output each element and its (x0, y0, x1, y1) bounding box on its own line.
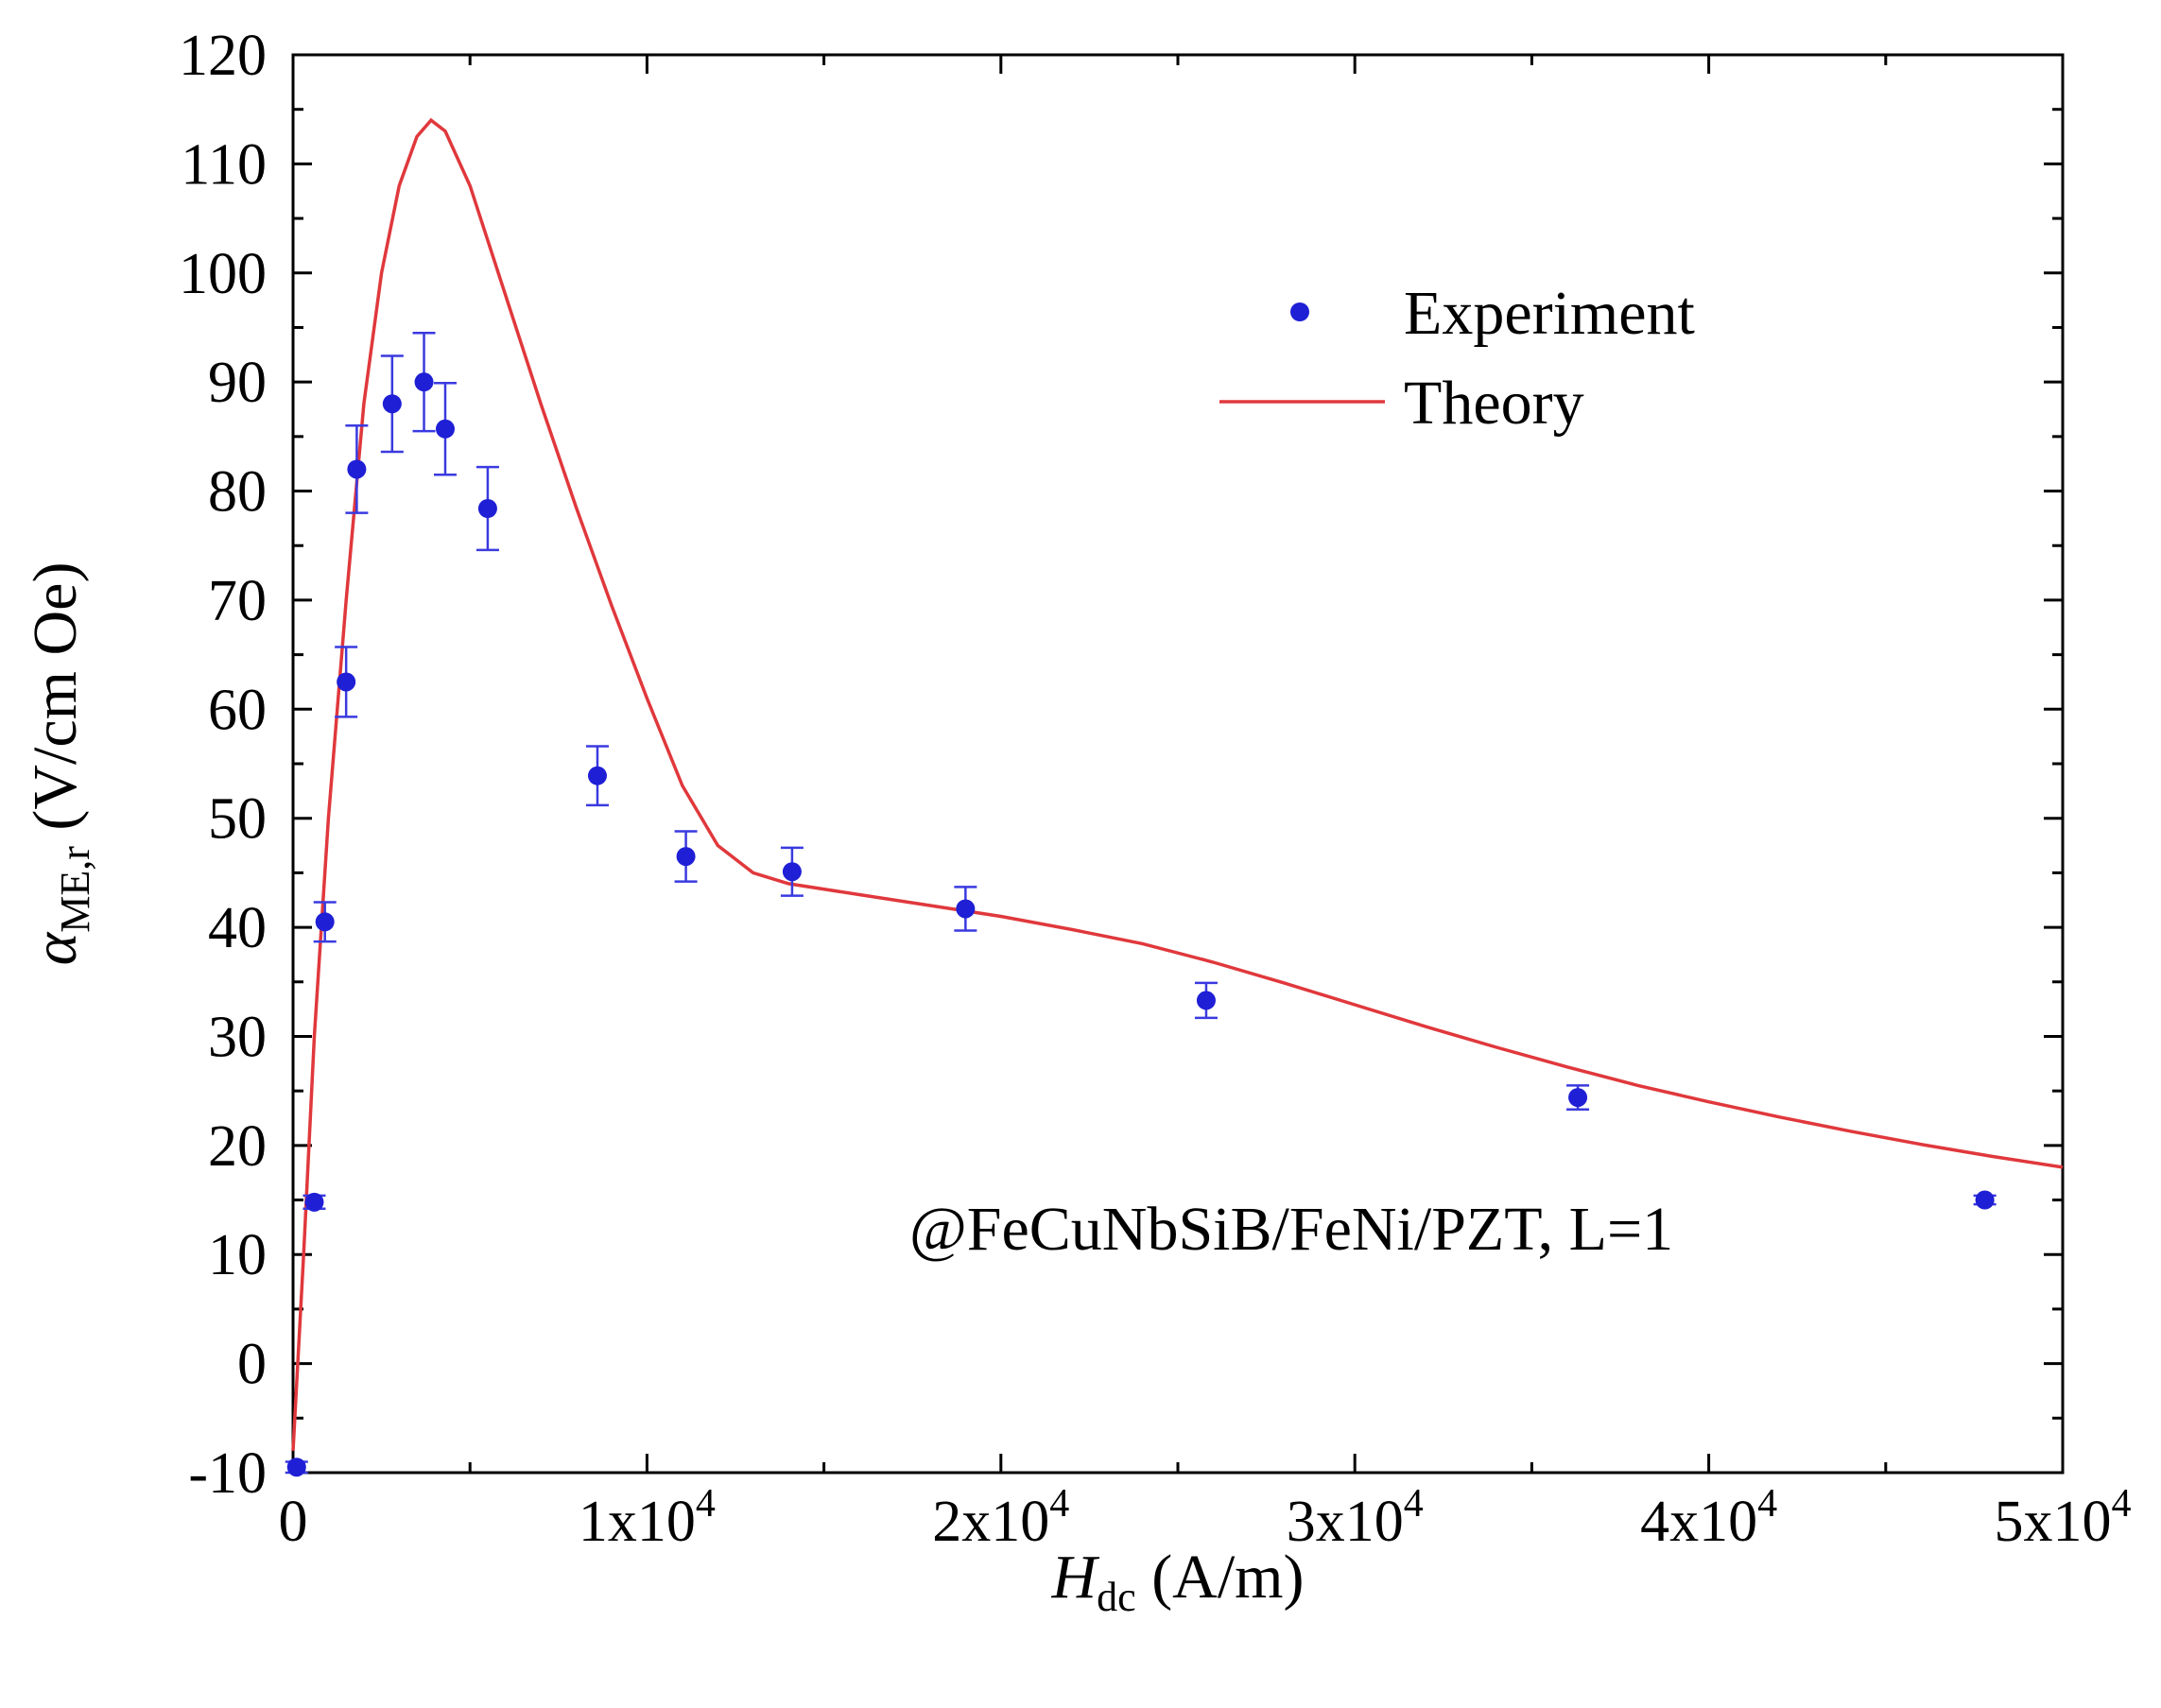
experiment-point (477, 499, 497, 518)
experiment-point-group (335, 646, 358, 718)
x-tick-label: 5x104 (1995, 1482, 2132, 1554)
legend-experiment-label: Experiment (1404, 279, 1695, 348)
experiment-point (337, 672, 356, 692)
y-tick-label: 10 (208, 1223, 267, 1287)
experiment-point-group (585, 745, 609, 807)
y-tick-label: 100 (179, 242, 267, 306)
experiment-point (435, 419, 455, 439)
x-tick-label: 1x104 (579, 1482, 716, 1554)
experiment-point-group (285, 1458, 308, 1477)
x-tick-label-exponent: 4 (2112, 1482, 2132, 1526)
experiment-point (347, 459, 367, 479)
experiment-point-group (1973, 1190, 1997, 1210)
experiment-point-group (954, 886, 977, 932)
x-axis-title-subscript: dc (1097, 1574, 1136, 1620)
y-tick-label: 30 (208, 1005, 267, 1069)
legend-experiment-marker (1290, 302, 1309, 321)
y-tick-label: 90 (208, 351, 267, 415)
experiment-point (382, 394, 402, 414)
experiment-point-group (380, 354, 404, 454)
experiment-point (1196, 991, 1216, 1010)
x-tick-label: 0 (279, 1490, 308, 1554)
experiment-point-group (1194, 981, 1218, 1020)
x-tick-label-base: 3x10 (1287, 1490, 1404, 1554)
experiment-point (414, 372, 434, 392)
x-tick-label-exponent: 4 (1404, 1482, 1424, 1526)
y-tick-label: 0 (237, 1333, 267, 1397)
experiment-series (285, 331, 1997, 1477)
x-tick-label: 4x104 (1640, 1482, 1777, 1554)
experiment-point-group (313, 901, 337, 943)
experiment-point-group (475, 465, 499, 552)
y-tick-label: 80 (208, 460, 267, 525)
y-axis-title-unit: (V/cm Oe) (21, 562, 90, 847)
x-axis-ticks: 0 1x104 2x104 3x104 4x104 5x104 (279, 55, 2132, 1554)
experiment-point-group (433, 382, 457, 476)
x-tick-label-base: 5x10 (1995, 1490, 2112, 1554)
experiment-point (304, 1192, 324, 1212)
x-tick-label: 2x104 (932, 1482, 1069, 1554)
legend: Experiment Theory (1219, 279, 1695, 438)
sample-annotation: @FeCuNbSiB/FeNi/PZT, L=1 (909, 1195, 1673, 1264)
x-tick-label-exponent: 4 (1757, 1482, 1777, 1526)
y-tick-label: 120 (179, 24, 267, 88)
y-tick-label: 60 (208, 678, 267, 742)
y-tick-label: 110 (181, 132, 267, 197)
experiment-point-group (303, 1192, 326, 1212)
y-axis-title: αME,r (V/cm Oe) (21, 562, 98, 966)
y-tick-label: 70 (208, 569, 267, 633)
y-tick-label: 40 (208, 896, 267, 960)
y-axis-title-symbol: α (21, 931, 90, 965)
x-axis-title: Hdc (A/m) (1051, 1543, 1305, 1620)
x-tick-label-base: 2x10 (932, 1490, 1049, 1554)
y-tick-label: 50 (208, 787, 267, 852)
experiment-point (782, 862, 802, 882)
x-axis-title-unit: (A/m) (1136, 1543, 1305, 1612)
experiment-point (956, 899, 976, 919)
experiment-point-group (780, 846, 804, 897)
experiment-point (676, 847, 696, 867)
experiment-point (1568, 1088, 1588, 1108)
y-axis-ticks: -10 0 10 20 30 40 50 60 70 80 90 100 110 120 (179, 24, 2063, 1506)
legend-theory-label: Theory (1404, 369, 1584, 438)
x-tick-label-base: 0 (279, 1490, 308, 1554)
y-axis-title-subscript: ME,r (52, 846, 98, 933)
experiment-point-group (412, 331, 436, 433)
experiment-point (286, 1458, 306, 1477)
x-tick-label-base: 4x10 (1640, 1490, 1757, 1554)
x-tick-label-exponent: 4 (696, 1482, 716, 1526)
experiment-point-group (345, 424, 369, 514)
x-tick-label-exponent: 4 (1049, 1482, 1069, 1526)
x-axis-title-symbol: H (1051, 1543, 1100, 1612)
y-tick-label: 20 (208, 1114, 267, 1179)
experiment-point (587, 766, 607, 785)
experiment-point (1975, 1190, 1995, 1210)
y-tick-label: -10 (188, 1441, 267, 1506)
x-tick-label-base: 1x10 (579, 1490, 696, 1554)
theory-curve (291, 117, 2064, 1451)
experiment-point-group (674, 830, 698, 883)
x-tick-label: 3x104 (1287, 1482, 1424, 1554)
experiment-point (315, 912, 335, 932)
experiment-point-group (1566, 1084, 1590, 1112)
